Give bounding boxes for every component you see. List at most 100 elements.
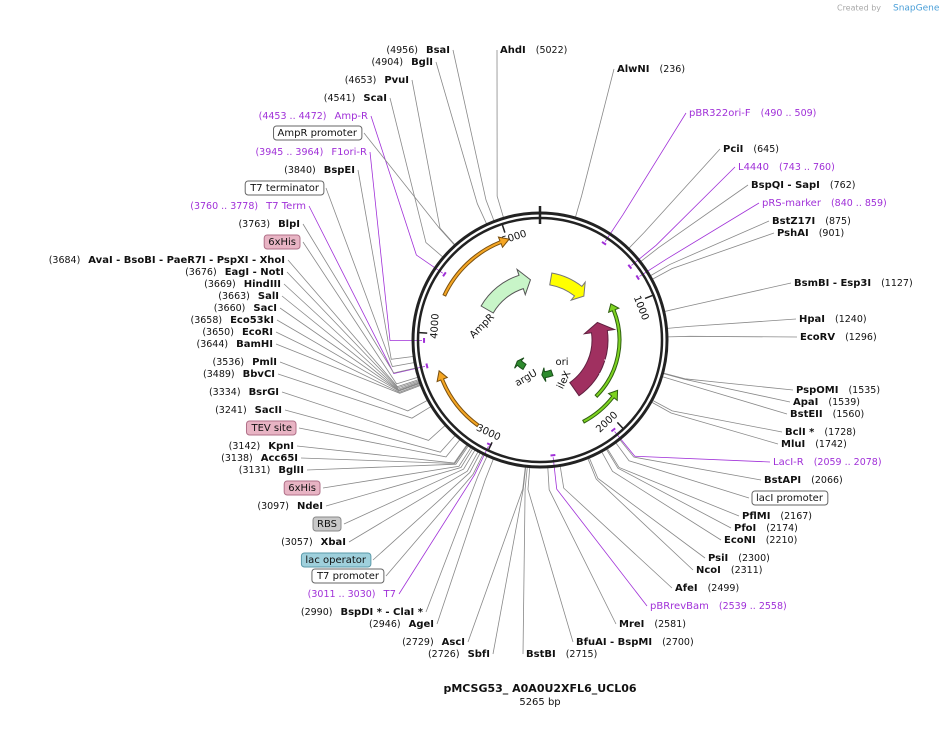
name: NdeI: [297, 501, 323, 512]
connector: [276, 319, 420, 392]
feature-label: ileX: [555, 369, 573, 391]
primer-mark: [610, 427, 616, 433]
name: LacI-R: [773, 457, 804, 468]
connector: [614, 431, 771, 463]
position: (2499): [708, 583, 740, 594]
position: (3536): [213, 357, 245, 368]
connector: [652, 232, 775, 280]
position: (3945 .. 3964): [255, 147, 323, 158]
site-label: (3684) AvaI - BsoBI - PaeR7I - PspXI - Xh…: [49, 255, 285, 267]
connector: [467, 467, 526, 643]
name: HindIII: [244, 279, 281, 290]
name: EagI - NotI: [225, 267, 284, 278]
name: pRS-marker: [762, 198, 822, 209]
position: (5022): [536, 45, 568, 56]
position: (2174): [766, 523, 798, 534]
site-label: (3669) HindIII: [204, 279, 281, 291]
connector: [664, 282, 792, 312]
box: [244, 180, 325, 196]
position: (1535): [848, 385, 880, 396]
position: (1296): [845, 332, 877, 343]
connector: [275, 331, 421, 393]
connector: [435, 61, 487, 224]
primer-mark: [442, 271, 447, 277]
site-label: (2726) SbfI: [428, 649, 490, 661]
name: ScaI: [363, 93, 387, 104]
name: PflMI: [742, 511, 770, 522]
connector: [601, 451, 722, 541]
name: Acc65I: [261, 453, 298, 464]
site-label: (4956) BsaI: [386, 45, 450, 57]
primer-label: (3760 .. 3778) T7 Term: [190, 201, 306, 213]
site-label: EcoNI (2210): [724, 535, 797, 547]
feature-label: ori: [555, 357, 568, 368]
name: MluI: [781, 439, 805, 450]
name: PfoI: [734, 523, 756, 534]
connector: [640, 184, 749, 262]
ring-tick-label: 1000: [631, 294, 651, 322]
box: [300, 552, 372, 568]
position: (1127): [881, 278, 913, 289]
position: (236): [660, 64, 686, 75]
connector: [663, 372, 794, 391]
feature-name: 6xHis: [288, 483, 316, 494]
position: (2715): [566, 649, 598, 660]
primer-mark: [627, 264, 633, 270]
features: ori AmpR lacI argU ileX: [436, 236, 622, 428]
name: PshAI: [777, 228, 809, 239]
box: [312, 516, 342, 532]
site-label: BstBI (2715): [526, 649, 597, 661]
site-label: (3658) Eco53kI: [190, 315, 274, 327]
feature-arrow: [514, 357, 527, 371]
name: BglI: [411, 57, 433, 68]
name: EcoRI: [242, 327, 273, 338]
site-label: BfuAI - BspMI (2700): [576, 637, 694, 649]
name: AvaI - BsoBI - PaeR7I - PspXI - XhoI: [88, 255, 285, 266]
primer-label: (4453 .. 4472) Amp-R: [259, 111, 368, 123]
position: (1240): [835, 314, 867, 325]
position: (2539 .. 2558): [719, 601, 787, 612]
connector: [275, 343, 421, 394]
name: Amp-R: [335, 111, 369, 122]
feature-box: AmpR promoter: [273, 125, 363, 141]
name: BspDI * - ClaI *: [340, 607, 423, 618]
site-label: PflMI (2167): [742, 511, 812, 523]
site-label: PshAI (901): [777, 228, 844, 240]
connector: [370, 115, 443, 274]
credit: Created by: [837, 4, 881, 13]
name: BlpI: [278, 219, 300, 230]
connector: [619, 439, 762, 481]
labels: (4956) BsaI (4904) BglI AhdI (5022) (4653) PvuI…: [49, 45, 913, 661]
primer-label: pBR322ori-F (490 .. 509): [689, 108, 816, 120]
site-label: BsmBI - Esp3I (1127): [794, 278, 913, 290]
connector: [389, 97, 443, 258]
name: BspQI - SapI: [751, 180, 820, 191]
position: (2726): [428, 649, 460, 660]
primer-mark: [425, 363, 429, 369]
connector: [604, 112, 687, 242]
box: [283, 480, 321, 496]
connector: [372, 452, 481, 561]
connector: [552, 457, 648, 607]
name: BsrGI: [249, 387, 279, 398]
connector: [425, 456, 488, 613]
name: HpaI: [799, 314, 825, 325]
site-label: (3644) BamHI: [197, 339, 273, 351]
connector: [606, 449, 732, 529]
feature-arrow: [541, 367, 554, 382]
site-label: (2729) AscI: [402, 637, 465, 649]
position: (762): [830, 180, 856, 191]
connector: [308, 205, 426, 374]
connector: [363, 132, 455, 246]
name: PvuI: [384, 75, 409, 86]
name: SalI: [258, 291, 279, 302]
map-length: 5265 bp: [519, 697, 560, 708]
ring-tick: [644, 294, 653, 300]
position: (4453 .. 4472): [259, 111, 327, 122]
site-label: (3663) SalI: [218, 291, 279, 303]
connector: [663, 373, 791, 403]
name: BsmBI - Esp3I: [794, 278, 871, 289]
position: (4653): [345, 75, 377, 86]
position: (901): [819, 228, 845, 239]
